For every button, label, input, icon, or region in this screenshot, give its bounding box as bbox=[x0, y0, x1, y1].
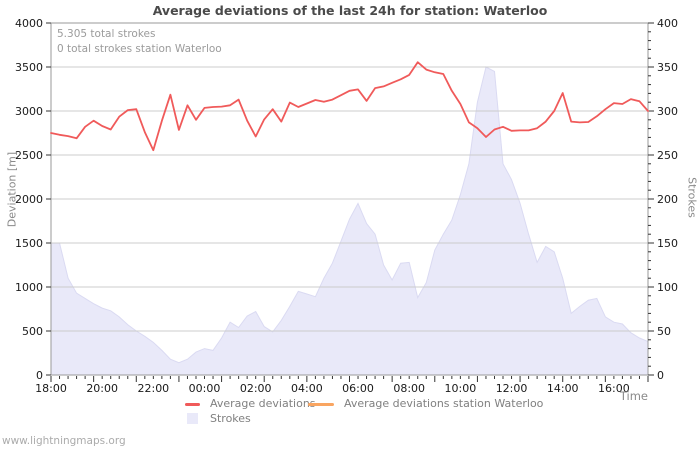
left-axis-tick-label: 500 bbox=[22, 325, 43, 338]
left-axis-tick-label: 2000 bbox=[15, 193, 43, 206]
right-axis-tick-label: 400 bbox=[657, 17, 678, 30]
right-axis-tick-label: 50 bbox=[657, 325, 671, 338]
x-axis-title: Time bbox=[619, 389, 648, 403]
strokes-area bbox=[50, 66, 649, 376]
left-axis-tick-label: 1500 bbox=[15, 237, 43, 250]
right-axis-title: Strokes bbox=[685, 177, 699, 218]
legend-label-strokes: Strokes bbox=[210, 412, 251, 425]
x-axis-tick-label: 14:00 bbox=[547, 382, 579, 395]
right-axis-tick-label: 150 bbox=[657, 237, 678, 250]
station-strokes-annotation: 0 total strokes station Waterloo bbox=[57, 43, 222, 55]
legend-box-swatch-strokes bbox=[187, 413, 198, 424]
x-axis-tick-label: 04:00 bbox=[291, 382, 323, 395]
x-axis-tick-label: 08:00 bbox=[393, 382, 425, 395]
legend-label-station-deviations: Average deviations station Waterloo bbox=[344, 397, 544, 410]
x-axis-tick-label: 22:00 bbox=[137, 382, 169, 395]
chart-title: Average deviations of the last 24h for s… bbox=[152, 3, 548, 18]
right-axis-tick-label: 350 bbox=[657, 61, 678, 74]
legend-line-swatch-average-deviations bbox=[185, 403, 200, 406]
watermark-url: www.lightningmaps.org bbox=[2, 435, 126, 447]
left-axis-tick-label: 4000 bbox=[15, 17, 43, 30]
left-axis-tick-label: 1000 bbox=[15, 281, 43, 294]
x-axis-tick-label: 12:00 bbox=[496, 382, 528, 395]
right-axis-tick-label: 300 bbox=[657, 105, 678, 118]
right-axis-tick-label: 200 bbox=[657, 193, 678, 206]
x-axis-tick-label: 16:00 bbox=[598, 382, 630, 395]
legend-label-average-deviations: Average deviations bbox=[210, 397, 316, 410]
left-axis-tick-label: 2500 bbox=[15, 149, 43, 162]
right-axis-tick-label: 100 bbox=[657, 281, 678, 294]
x-axis-tick-label: 02:00 bbox=[240, 382, 272, 395]
total-strokes-annotation: 5.305 total strokes bbox=[57, 28, 156, 40]
x-axis-tick-label: 18:00 bbox=[35, 382, 67, 395]
x-axis-tick-label: 00:00 bbox=[189, 382, 221, 395]
legend-line-swatch-station-deviations bbox=[308, 403, 334, 406]
right-axis-tick-label: 250 bbox=[657, 149, 678, 162]
left-axis-tick-label: 3500 bbox=[15, 61, 43, 74]
chart-annotations: 5.305 total strokes 0 total strokes stat… bbox=[57, 27, 222, 57]
x-axis-tick-label: 06:00 bbox=[342, 382, 374, 395]
x-axis-tick-label: 20:00 bbox=[86, 382, 118, 395]
left-axis-tick-label: 3000 bbox=[15, 105, 43, 118]
left-axis-title: Deviation [m] bbox=[5, 151, 19, 228]
left-axis-tick-label: 0 bbox=[36, 369, 43, 382]
right-axis-tick-label: 0 bbox=[657, 369, 664, 382]
x-axis-tick-label: 10:00 bbox=[445, 382, 477, 395]
average-deviations-line bbox=[50, 61, 649, 152]
